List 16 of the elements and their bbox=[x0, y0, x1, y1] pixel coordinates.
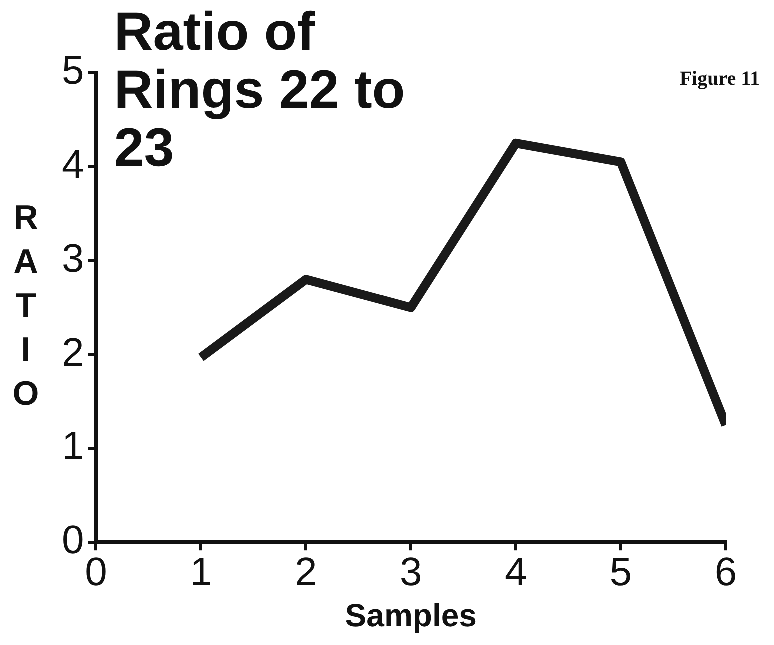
x-tick-label: 1 bbox=[190, 550, 212, 595]
x-tick-label: 5 bbox=[610, 550, 632, 595]
x-tick-label: 3 bbox=[400, 550, 422, 595]
x-tick-label: 4 bbox=[504, 550, 528, 595]
x-tick-label: 6 bbox=[714, 550, 738, 595]
y-tick-label: 2 bbox=[62, 330, 84, 375]
y-tick-label: 3 bbox=[62, 236, 84, 281]
y-tick-label: 1 bbox=[62, 424, 84, 469]
y-tick-label: 0 bbox=[62, 518, 84, 563]
x-axis-title: Samples bbox=[345, 598, 477, 634]
x-tick-label: 2 bbox=[295, 550, 318, 595]
annotation: Figure 11 bbox=[680, 68, 760, 90]
chart-title: Ratio of Rings 22 to 23 bbox=[114, 2, 406, 178]
y-tick-label: 5 bbox=[62, 49, 84, 94]
y-axis-title: RATIO bbox=[12, 199, 40, 414]
y-tick-label: 4 bbox=[62, 142, 84, 187]
